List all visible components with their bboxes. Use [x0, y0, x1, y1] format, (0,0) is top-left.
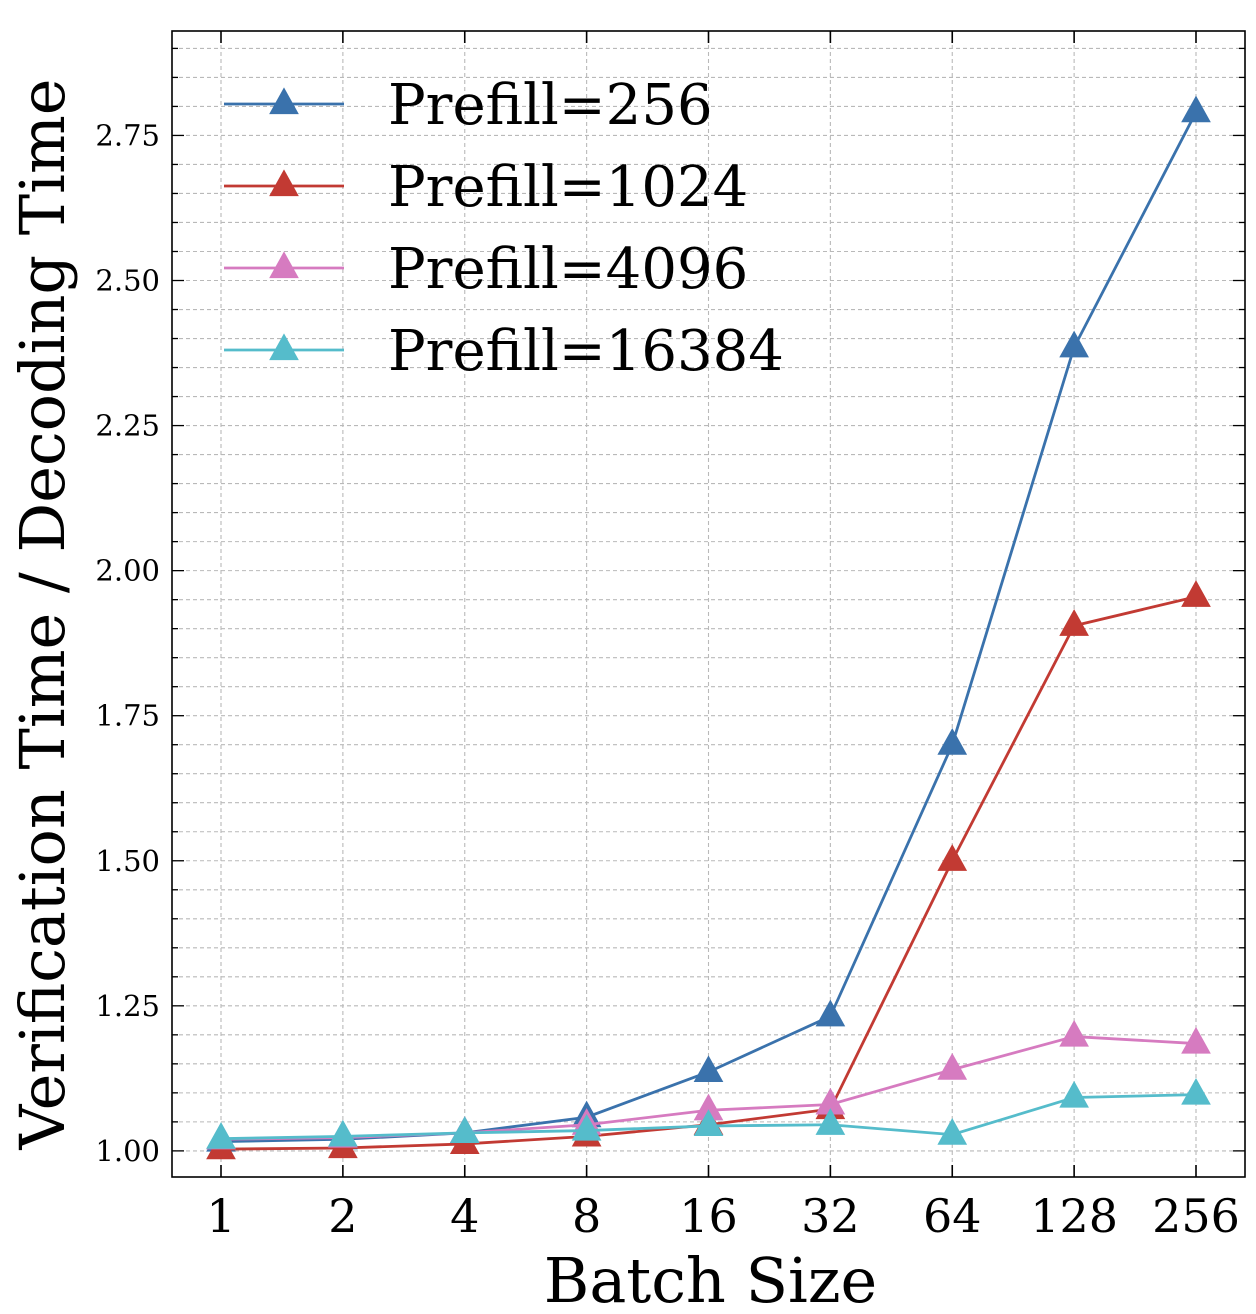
data-point-marker — [1059, 1080, 1089, 1108]
data-point-marker — [937, 1117, 968, 1145]
legend-entry: Prefill=256 — [224, 73, 713, 138]
data-point-marker — [571, 1113, 602, 1141]
legend-marker — [269, 251, 299, 279]
data-point-marker — [206, 1122, 236, 1149]
x-tick-label: 2 — [328, 1189, 357, 1243]
data-point-marker — [937, 844, 968, 871]
y-tick-label: 2.75 — [95, 118, 160, 152]
legend-marker — [269, 333, 299, 361]
y-tick-label: 2.00 — [95, 554, 160, 588]
data-point-marker — [1181, 1026, 1211, 1054]
x-tick-label: 8 — [572, 1189, 601, 1243]
data-point-marker — [1059, 1019, 1089, 1047]
y-tick-label: 1.50 — [95, 844, 160, 878]
y-tick-label: 2.50 — [95, 264, 160, 298]
y-axis-title: Verification Time / Decoding Time — [6, 79, 79, 1151]
data-point-marker — [1059, 330, 1089, 358]
data-point-marker — [1059, 609, 1089, 636]
legend-label: Prefill=4096 — [388, 237, 748, 302]
y-tick-label: 1.75 — [95, 699, 160, 733]
x-tick-label: 64 — [923, 1189, 982, 1243]
legend-marker — [269, 169, 299, 197]
data-point-marker — [937, 1052, 968, 1080]
legend-entry: Prefill=1024 — [224, 155, 748, 220]
data-point-marker — [1181, 95, 1211, 123]
legend-entry: Prefill=16384 — [224, 319, 784, 384]
data-point-marker — [328, 1119, 358, 1147]
data-point-marker — [937, 728, 968, 755]
legend: Prefill=256 Prefill=1024 Prefill=4096 Prefi… — [224, 73, 784, 384]
series-layer — [206, 95, 1211, 1160]
data-point-marker — [693, 1055, 724, 1083]
legend-label: Prefill=16384 — [388, 319, 784, 384]
y-tick-label: 1.00 — [95, 1134, 160, 1168]
data-point-marker — [1181, 580, 1211, 607]
data-point-marker — [449, 1116, 480, 1143]
x-tick-label: 1 — [206, 1189, 235, 1243]
legend-marker — [269, 87, 299, 115]
x-tick-label: 128 — [1030, 1189, 1118, 1243]
x-tick-label: 4 — [450, 1189, 479, 1243]
data-point-marker — [815, 1108, 846, 1135]
y-tick-label: 2.25 — [95, 409, 160, 443]
x-tick-label: 16 — [679, 1189, 738, 1243]
x-tick-label: 32 — [801, 1189, 860, 1243]
legend-entry: Prefill=4096 — [224, 237, 748, 302]
ticks: 1 2 4 8 16 32 64 128 256 1.00 1.25 1.50 1.75 2.00 2.25… — [95, 31, 1245, 1243]
data-point-marker — [693, 1109, 724, 1137]
y-tick-label: 1.25 — [95, 989, 160, 1023]
data-point-marker — [815, 999, 846, 1027]
grid — [172, 31, 1245, 1177]
series-4 — [206, 1077, 1211, 1149]
legend-label: Prefill=256 — [388, 73, 713, 138]
x-axis-title: Batch Size — [544, 1244, 877, 1314]
data-point-marker — [1181, 1077, 1211, 1105]
x-tick-label: 256 — [1152, 1189, 1240, 1243]
legend-label: Prefill=1024 — [388, 155, 748, 220]
